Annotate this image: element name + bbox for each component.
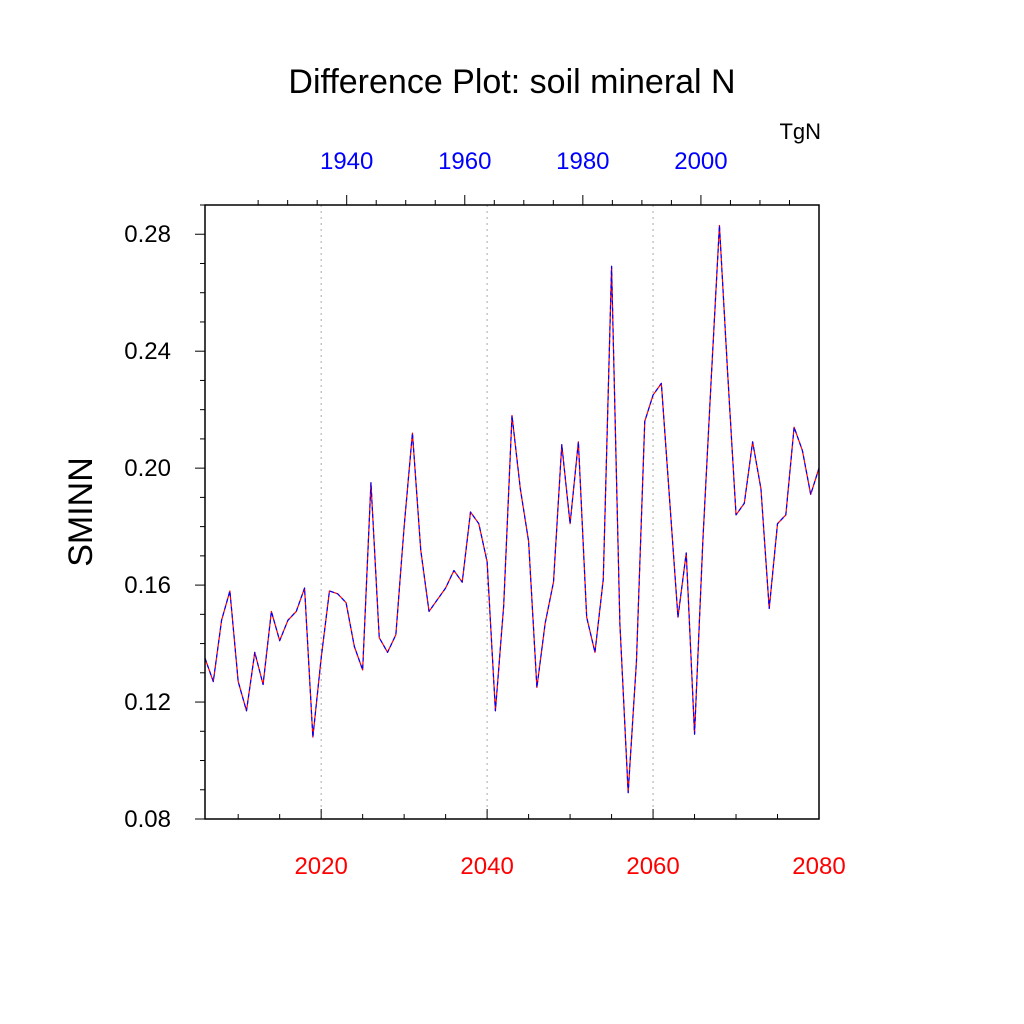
x-bottom-tick-label: 2040 bbox=[460, 853, 513, 880]
y-tick-label: 0.16 bbox=[124, 572, 171, 599]
x-top-tick-label: 1960 bbox=[438, 148, 491, 175]
chart-title: Difference Plot: soil mineral N bbox=[288, 63, 735, 101]
x-bottom-tick-label: 2080 bbox=[792, 853, 845, 880]
x-bottom-tick-label: 2060 bbox=[626, 853, 679, 880]
series-lines bbox=[204, 224, 820, 794]
y-tick-label: 0.20 bbox=[124, 455, 171, 482]
units-label: TgN bbox=[779, 119, 821, 144]
tick-labels: 2020 2040 2060 2080 1940 1960 1980 2000 0.08 0.12… bbox=[124, 148, 845, 880]
series-line-dashed bbox=[204, 224, 820, 794]
series-line-solid bbox=[204, 224, 820, 794]
x-bottom-tick-label: 2020 bbox=[294, 853, 347, 880]
x-top-tick-label: 1980 bbox=[556, 148, 609, 175]
y-tick-label: 0.12 bbox=[124, 689, 171, 716]
y-tick-label: 0.28 bbox=[124, 221, 171, 248]
y-tick-label: 0.08 bbox=[124, 806, 171, 833]
x-top-tick-label: 2000 bbox=[674, 148, 727, 175]
y-tick-label: 0.24 bbox=[124, 338, 171, 365]
x-top-tick-label: 1940 bbox=[320, 148, 373, 175]
axis-ticks bbox=[195, 195, 820, 820]
y-axis-label: SMINN bbox=[62, 457, 100, 567]
plot-frame bbox=[204, 204, 820, 820]
grid-lines bbox=[320, 205, 654, 819]
